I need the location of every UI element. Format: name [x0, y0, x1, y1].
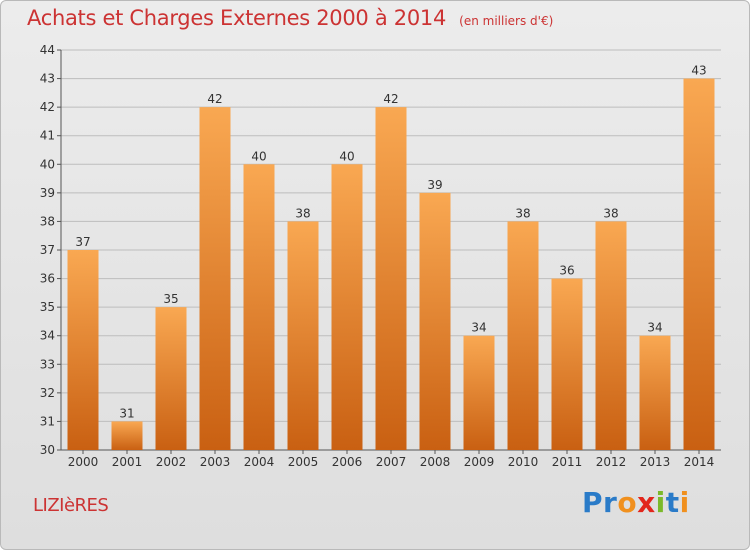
- y-tick-label: 35: [40, 300, 55, 314]
- x-tick-label: 2007: [376, 455, 407, 469]
- y-tick-label: 37: [40, 243, 55, 257]
- data-label: 38: [515, 206, 530, 220]
- bar: [419, 192, 451, 450]
- y-tick-label: 38: [40, 214, 55, 228]
- logo-letter: t: [665, 486, 680, 519]
- y-tick-label: 42: [40, 100, 55, 114]
- bar: [67, 250, 99, 450]
- logo-letter: r: [603, 486, 618, 519]
- data-label: 38: [603, 206, 618, 220]
- x-tick-label: 2010: [508, 455, 539, 469]
- chart-subtitle: (en milliers d'€): [459, 14, 554, 28]
- x-tick-label: 2005: [288, 455, 319, 469]
- data-label: 42: [383, 92, 398, 106]
- bar: [551, 278, 583, 450]
- x-tick-label: 2013: [640, 455, 671, 469]
- bar: [507, 221, 539, 450]
- y-tick-label: 31: [40, 414, 55, 428]
- data-label: 37: [75, 235, 90, 249]
- proxiti-logo[interactable]: Proxiti: [582, 486, 690, 519]
- data-label: 31: [119, 406, 134, 420]
- bar: [199, 107, 231, 451]
- logo-letter: o: [617, 486, 638, 519]
- x-tick-label: 2006: [332, 455, 363, 469]
- data-label: 34: [647, 321, 662, 335]
- y-tick-label: 34: [40, 329, 55, 343]
- logo-letter: P: [582, 486, 604, 519]
- bar: [683, 78, 715, 451]
- data-label: 40: [339, 149, 354, 163]
- x-tick-label: 2004: [244, 455, 275, 469]
- axes: 30 31 32 33 34 35 36 37 38 39 40 41 42 43 44 2000 2001 20…: [40, 43, 721, 469]
- bar: [463, 335, 495, 450]
- chart-header: Achats et Charges Externes 2000 à 2014 (…: [27, 6, 553, 30]
- y-tick-label: 32: [40, 386, 55, 400]
- y-tick-label: 36: [40, 272, 55, 286]
- data-label: 42: [207, 92, 222, 106]
- commune-name: LIZIèRES: [33, 495, 109, 516]
- x-tick-label: 2009: [464, 455, 495, 469]
- bar: [639, 335, 671, 450]
- x-tick-label: 2012: [596, 455, 627, 469]
- logo-letter: i: [679, 486, 690, 519]
- data-label: 38: [295, 206, 310, 220]
- x-tick-label: 2003: [200, 455, 231, 469]
- data-label: 35: [163, 292, 178, 306]
- y-tick-label: 33: [40, 357, 55, 371]
- bar: [595, 221, 627, 450]
- y-tick-label: 30: [40, 443, 55, 457]
- bars: [67, 78, 715, 451]
- y-tick-label: 44: [40, 43, 55, 57]
- data-label: 39: [427, 178, 442, 192]
- y-tick-label: 39: [40, 186, 55, 200]
- x-tick-label: 2011: [552, 455, 583, 469]
- y-tick-label: 41: [40, 129, 55, 143]
- bar: [331, 164, 363, 451]
- x-tick-label: 2008: [420, 455, 451, 469]
- y-tick-label: 43: [40, 72, 55, 86]
- data-label: 34: [471, 321, 486, 335]
- bar: [111, 421, 143, 450]
- x-tick-label: 2002: [156, 455, 187, 469]
- data-label: 36: [559, 264, 574, 278]
- x-tick-label: 2000: [68, 455, 99, 469]
- bar: [287, 221, 319, 450]
- bar: [375, 107, 407, 451]
- data-labels: 37 31 35 42 40 38 40 42 39 34 38 36 38 34 43: [75, 64, 706, 421]
- x-tick-label: 2001: [112, 455, 143, 469]
- data-label: 40: [251, 149, 266, 163]
- logo-letter: x: [637, 486, 656, 519]
- bar: [243, 164, 275, 451]
- y-tick-label: 40: [40, 157, 55, 171]
- bar: [155, 307, 187, 450]
- chart-title: Achats et Charges Externes 2000 à 2014: [27, 6, 447, 30]
- logo-letter: i: [655, 486, 666, 519]
- data-label: 43: [691, 64, 706, 78]
- x-tick-label: 2014: [684, 455, 715, 469]
